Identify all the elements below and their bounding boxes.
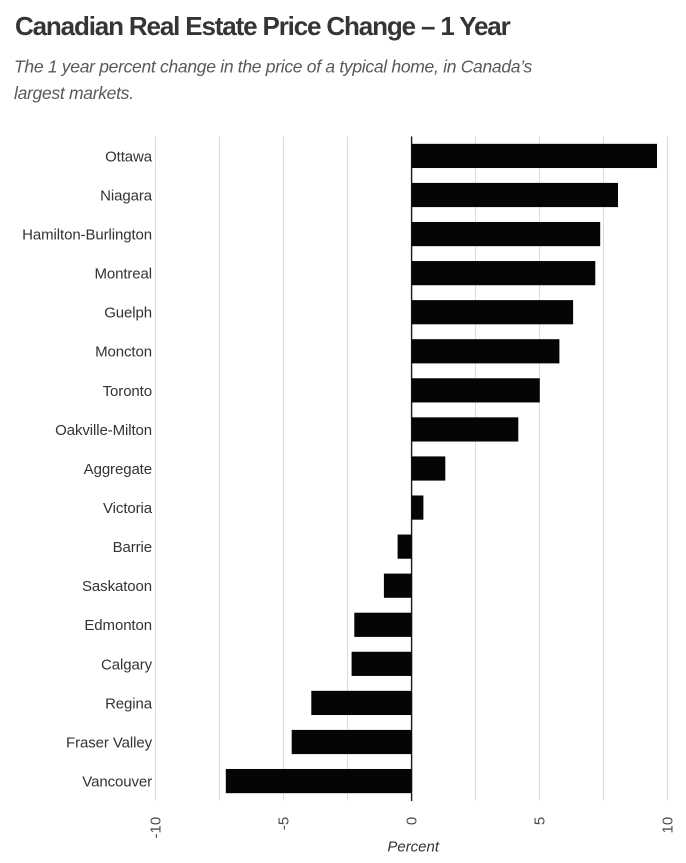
svg-text:Ottawa: Ottawa: [105, 148, 153, 165]
svg-text:Montreal: Montreal: [94, 266, 152, 283]
svg-text:Canadian Real Estate Price Cha: Canadian Real Estate Price Change – 1 Ye…: [15, 11, 511, 41]
svg-text:5: 5: [531, 817, 548, 825]
svg-text:Niagara: Niagara: [100, 187, 153, 204]
svg-text:Percent: Percent: [387, 838, 440, 855]
svg-text:-10: -10: [147, 817, 164, 839]
svg-text:-5: -5: [275, 817, 292, 830]
svg-text:Guelph: Guelph: [104, 305, 152, 322]
svg-text:Victoria: Victoria: [103, 500, 153, 517]
svg-text:Aggregate: Aggregate: [84, 461, 152, 478]
svg-text:Barrie: Barrie: [113, 539, 152, 556]
svg-text:Vancouver: Vancouver: [82, 774, 152, 791]
svg-text:Fraser Valley: Fraser Valley: [66, 734, 153, 751]
svg-text:Oakville-Milton: Oakville-Milton: [55, 422, 152, 439]
svg-text:0: 0: [403, 817, 420, 825]
svg-text:Hamilton-Burlington: Hamilton-Burlington: [22, 227, 152, 244]
svg-text:largest markets.: largest markets.: [14, 83, 134, 103]
svg-text:Toronto: Toronto: [103, 383, 152, 400]
svg-text:Saskatoon: Saskatoon: [82, 578, 152, 595]
svg-text:The 1 year percent change in t: The 1 year percent change in the price o…: [14, 56, 532, 76]
svg-text:Edmonton: Edmonton: [84, 617, 152, 634]
svg-text:Calgary: Calgary: [101, 656, 153, 673]
svg-text:10: 10: [659, 817, 676, 834]
svg-text:Moncton: Moncton: [95, 344, 152, 361]
svg-text:Regina: Regina: [105, 695, 153, 712]
